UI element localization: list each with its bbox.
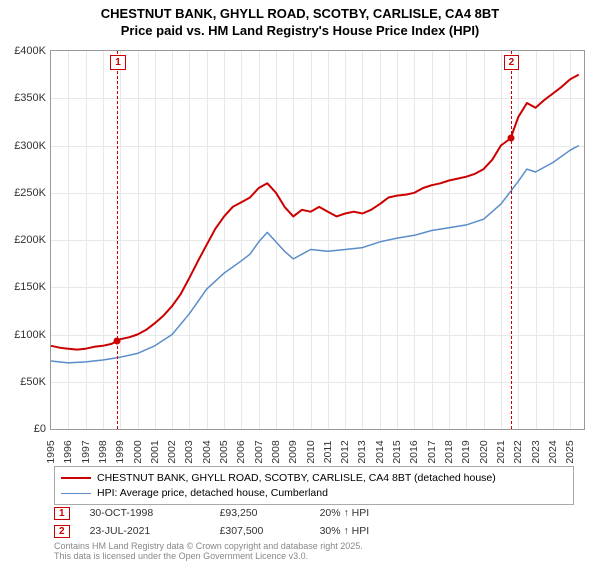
sale-marker-point xyxy=(507,135,514,142)
legend-swatch xyxy=(61,493,91,494)
x-axis-label: 1995 xyxy=(45,440,57,463)
sale-date: 23-JUL-2021 xyxy=(90,525,200,537)
title-line2: Price paid vs. HM Land Registry's House … xyxy=(0,23,600,40)
legend-swatch xyxy=(61,477,91,479)
chart-title: CHESTNUT BANK, GHYLL ROAD, SCOTBY, CARLI… xyxy=(0,0,600,40)
title-line1: CHESTNUT BANK, GHYLL ROAD, SCOTBY, CARLI… xyxy=(0,6,600,23)
x-axis-label: 2014 xyxy=(374,440,386,463)
x-axis-label: 2005 xyxy=(218,440,230,463)
y-axis-label: £0 xyxy=(0,423,46,435)
sale-date: 30-OCT-1998 xyxy=(90,507,200,519)
x-axis-label: 2022 xyxy=(512,440,524,463)
x-axis-label: 2013 xyxy=(356,440,368,463)
x-axis-label: 2004 xyxy=(201,440,213,463)
sale-marker-label: 1 xyxy=(110,55,126,70)
sale-marker-line xyxy=(511,51,512,429)
sale-price: £307,500 xyxy=(220,525,300,537)
legend-label: HPI: Average price, detached house, Cumb… xyxy=(97,486,328,501)
y-axis-label: £50K xyxy=(0,376,46,388)
sale-marker-line xyxy=(117,51,118,429)
x-axis-label: 2001 xyxy=(149,440,161,463)
y-axis-label: £300K xyxy=(0,140,46,152)
sale-row: 1 30-OCT-1998 £93,250 20% ↑ HPI xyxy=(54,504,420,522)
sale-row: 2 23-JUL-2021 £307,500 30% ↑ HPI xyxy=(54,522,420,540)
x-axis-label: 2021 xyxy=(495,440,507,463)
x-axis-label: 2002 xyxy=(166,440,178,463)
y-axis-label: £250K xyxy=(0,187,46,199)
y-axis-label: £200K xyxy=(0,234,46,246)
x-axis-label: 2018 xyxy=(443,440,455,463)
x-axis-label: 2023 xyxy=(530,440,542,463)
x-axis-label: 2003 xyxy=(183,440,195,463)
x-axis-label: 2024 xyxy=(547,440,559,463)
footnote-line2: This data is licensed under the Open Gov… xyxy=(54,551,363,561)
x-axis-label: 2025 xyxy=(564,440,576,463)
y-axis-label: £400K xyxy=(0,45,46,57)
sale-price: £93,250 xyxy=(220,507,300,519)
footnote: Contains HM Land Registry data © Crown c… xyxy=(54,541,363,562)
chart-container: CHESTNUT BANK, GHYLL ROAD, SCOTBY, CARLI… xyxy=(0,0,600,560)
sale-marker-point xyxy=(114,337,121,344)
x-axis-label: 2012 xyxy=(339,440,351,463)
x-axis-label: 1999 xyxy=(114,440,126,463)
x-axis-label: 2015 xyxy=(391,440,403,463)
y-axis-label: £100K xyxy=(0,329,46,341)
x-axis-label: 1997 xyxy=(80,440,92,463)
legend-label: CHESTNUT BANK, GHYLL ROAD, SCOTBY, CARLI… xyxy=(97,471,496,486)
sale-diff: 30% ↑ HPI xyxy=(320,525,420,537)
x-axis-label: 2000 xyxy=(132,440,144,463)
x-axis-label: 2019 xyxy=(460,440,472,463)
line-series-svg xyxy=(51,51,584,429)
x-axis-label: 2020 xyxy=(478,440,490,463)
y-axis-label: £150K xyxy=(0,281,46,293)
legend: CHESTNUT BANK, GHYLL ROAD, SCOTBY, CARLI… xyxy=(54,466,574,505)
x-axis-label: 2009 xyxy=(287,440,299,463)
y-axis-label: £350K xyxy=(0,92,46,104)
legend-item: CHESTNUT BANK, GHYLL ROAD, SCOTBY, CARLI… xyxy=(61,471,567,486)
x-axis-label: 2006 xyxy=(235,440,247,463)
sale-row-marker: 1 xyxy=(54,507,70,520)
sale-row-marker: 2 xyxy=(54,525,70,538)
footnote-line1: Contains HM Land Registry data © Crown c… xyxy=(54,541,363,551)
hpi-line xyxy=(51,146,579,363)
sale-marker-label: 2 xyxy=(504,55,520,70)
x-axis-label: 2011 xyxy=(322,441,334,464)
sales-table: 1 30-OCT-1998 £93,250 20% ↑ HPI 2 23-JUL-2021… xyxy=(54,504,420,540)
x-axis-label: 1996 xyxy=(62,440,74,463)
x-axis-label: 2017 xyxy=(426,440,438,463)
x-axis-label: 2016 xyxy=(408,440,420,463)
x-axis-label: 2008 xyxy=(270,440,282,463)
legend-item: HPI: Average price, detached house, Cumb… xyxy=(61,486,567,501)
plot-area: 12 xyxy=(50,50,585,430)
sale-diff: 20% ↑ HPI xyxy=(320,507,420,519)
x-axis-label: 1998 xyxy=(97,440,109,463)
price-paid-line xyxy=(51,75,579,350)
x-axis-label: 2010 xyxy=(305,440,317,463)
x-axis-label: 2007 xyxy=(253,440,265,463)
